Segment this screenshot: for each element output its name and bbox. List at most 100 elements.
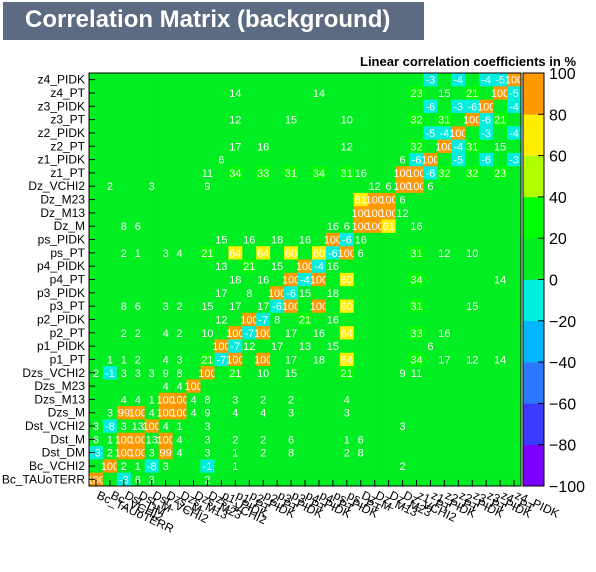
cell-value-label: 16 [410, 221, 422, 233]
heatmap-cell [102, 192, 118, 207]
heatmap-cell [353, 326, 369, 340]
cell-value-label: 33 [410, 328, 422, 340]
heatmap-cell [381, 246, 396, 260]
heatmap-cell [395, 459, 410, 473]
cell-value-label: 16 [355, 235, 367, 247]
heatmap-cell [228, 219, 243, 234]
heatmap-cell [423, 352, 438, 367]
heatmap-cell [479, 86, 494, 100]
cell-value-label: 12 [466, 354, 478, 366]
heatmap-cell [116, 366, 132, 380]
heatmap-cell [228, 246, 243, 260]
heatmap-cell [409, 432, 424, 447]
heatmap-cell [200, 206, 215, 220]
heatmap-cell [395, 312, 410, 327]
cell-value-label: 60 [313, 248, 325, 260]
cell-value-label: 3 [149, 181, 155, 193]
heatmap-cell [507, 272, 522, 287]
heatmap-cell [256, 326, 271, 340]
heatmap-cell [228, 312, 243, 327]
heatmap-cell [311, 219, 327, 234]
heatmap-cell [493, 299, 508, 314]
heatmap-cell [507, 459, 522, 473]
cell-value-label: 1 [107, 434, 113, 446]
heatmap-cell [367, 472, 382, 487]
heatmap-cell [270, 326, 285, 340]
colorbar-tick-label: 20 [549, 231, 567, 248]
cell-value-label: 34 [410, 275, 422, 287]
heatmap-cell [437, 326, 452, 340]
heatmap-cell [228, 392, 243, 407]
heatmap-cell [116, 112, 132, 127]
heatmap-cell [214, 219, 229, 234]
heatmap-cell [284, 192, 299, 207]
colorbar-segment [523, 73, 544, 115]
heatmap-cell [493, 419, 508, 434]
heatmap-cell [451, 99, 466, 114]
heatmap-cell [130, 272, 146, 287]
colorbar-tick-label: 80 [549, 107, 567, 124]
heatmap-cell [158, 419, 173, 434]
heatmap-cell [144, 326, 159, 340]
heatmap-cell [437, 219, 452, 234]
heatmap-cell [437, 206, 452, 220]
heatmap-cell [465, 219, 480, 234]
cell-value-label: 32 [410, 115, 422, 127]
heatmap-cell [339, 366, 355, 380]
heatmap-cell [367, 366, 382, 380]
heatmap-cell [228, 73, 243, 87]
heatmap-cell [102, 339, 118, 354]
heatmap-cell [465, 286, 480, 300]
heatmap-cell [284, 73, 299, 87]
heatmap-cell [256, 192, 271, 207]
cell-value-label: 15 [466, 301, 478, 313]
y-tick-label: p1_PIDK [37, 339, 85, 353]
heatmap-cell [507, 312, 522, 327]
heatmap-cell [493, 86, 508, 100]
heatmap-cell [479, 166, 494, 180]
heatmap-cell [130, 299, 146, 314]
heatmap-cell [242, 112, 257, 127]
heatmap-cell [214, 272, 229, 287]
heatmap-cell [284, 326, 299, 340]
heatmap-cell [144, 446, 159, 460]
heatmap-cell [256, 86, 271, 100]
cell-value-label: 100 [282, 275, 300, 287]
cell-value-label: -5 [453, 155, 463, 167]
cell-value-label: 16 [327, 221, 339, 233]
y-tick-label: ps_PIDK [38, 233, 85, 247]
heatmap-cell [158, 112, 173, 127]
heatmap-cell [144, 179, 159, 194]
heatmap-cell [479, 406, 494, 420]
heatmap-cell [130, 99, 146, 114]
colorbar-tick-label: 60 [549, 149, 567, 166]
heatmap-cell [339, 432, 355, 447]
heatmap-cell [465, 459, 480, 473]
heatmap-cell [284, 152, 299, 167]
heatmap-cell [186, 139, 201, 154]
cell-value-label: -6 [426, 168, 436, 180]
heatmap-cell [465, 179, 480, 194]
heatmap-cell [409, 272, 424, 287]
y-tick-label: Dzs_M23 [34, 379, 85, 393]
heatmap-cell [311, 192, 327, 207]
heatmap-cell [437, 139, 452, 154]
heatmap-cell [507, 73, 522, 87]
heatmap-cell [89, 406, 104, 420]
heatmap-cell [423, 86, 438, 100]
heatmap-cell [381, 139, 396, 154]
heatmap-cell [228, 152, 243, 167]
cell-value-label: 3 [163, 461, 169, 473]
heatmap-cell [311, 432, 327, 447]
cell-value-label: 4 [163, 381, 169, 393]
cell-value-label: 31 [285, 168, 297, 180]
heatmap-cell [395, 406, 410, 420]
heatmap-cell [116, 86, 132, 100]
cell-value-label: 100 [379, 208, 397, 220]
cell-value-label: 15 [285, 368, 297, 380]
heatmap-cell [437, 232, 452, 247]
heatmap-cell [353, 232, 369, 247]
cell-value-label: 1 [149, 394, 155, 406]
heatmap-cell [270, 139, 285, 154]
heatmap-cell [214, 232, 229, 247]
